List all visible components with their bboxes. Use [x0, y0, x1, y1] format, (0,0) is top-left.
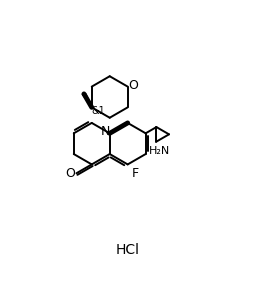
Text: HCl: HCl [116, 243, 140, 257]
Polygon shape [82, 94, 92, 107]
Text: O: O [128, 79, 139, 92]
Text: H₂N: H₂N [149, 146, 170, 156]
Text: O: O [65, 167, 75, 180]
Text: &1: &1 [92, 106, 105, 115]
Text: N: N [101, 125, 110, 138]
Text: F: F [132, 167, 139, 180]
